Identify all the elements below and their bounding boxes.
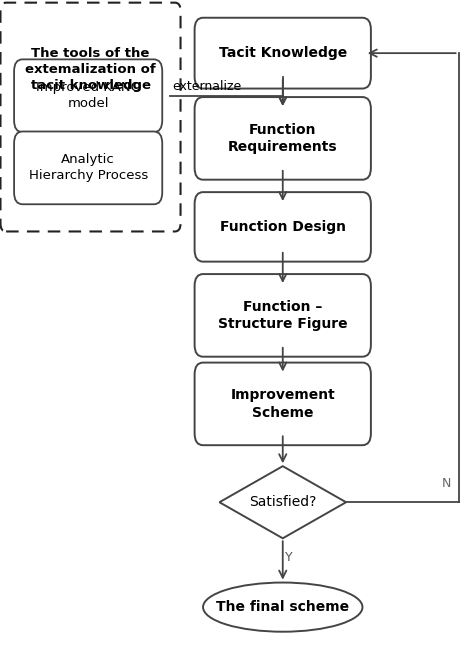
FancyBboxPatch shape (195, 18, 371, 89)
FancyBboxPatch shape (195, 363, 371, 445)
Text: Analytic
Hierarchy Process: Analytic Hierarchy Process (29, 153, 148, 183)
Text: Improved KANO
model: Improved KANO model (36, 81, 141, 110)
Text: The final scheme: The final scheme (216, 600, 349, 614)
FancyBboxPatch shape (14, 131, 162, 204)
Text: Tacit Knowledge: Tacit Knowledge (219, 46, 347, 60)
Text: N: N (442, 478, 452, 490)
Text: Improvement
Scheme: Improvement Scheme (230, 388, 335, 420)
FancyBboxPatch shape (195, 192, 371, 261)
Polygon shape (219, 466, 346, 538)
Ellipse shape (203, 583, 363, 632)
FancyBboxPatch shape (195, 97, 371, 179)
Text: Function Design: Function Design (220, 220, 346, 234)
Text: Satisfied?: Satisfied? (249, 495, 317, 509)
FancyBboxPatch shape (195, 274, 371, 357)
FancyBboxPatch shape (0, 3, 180, 231)
Text: externalize: externalize (172, 80, 242, 93)
Text: The tools of the
extemalization of
tacit knowledge: The tools of the extemalization of tacit… (25, 47, 156, 91)
Text: Function
Requirements: Function Requirements (228, 123, 338, 154)
Text: Function –
Structure Figure: Function – Structure Figure (218, 300, 348, 331)
Text: Y: Y (284, 551, 292, 564)
FancyBboxPatch shape (14, 59, 162, 132)
